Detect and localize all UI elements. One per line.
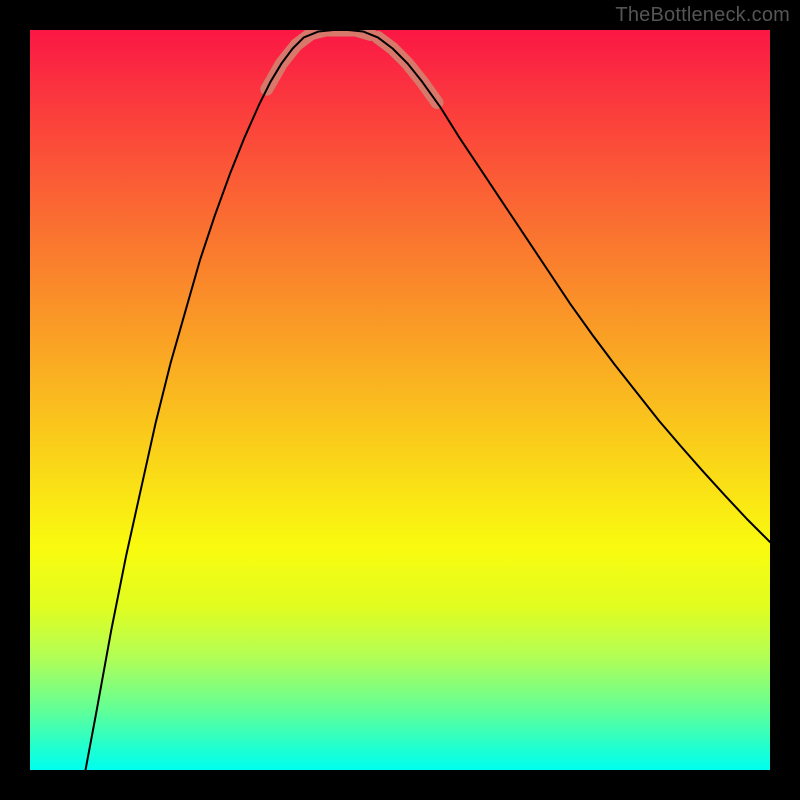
chart-svg (30, 30, 770, 770)
watermark-text: TheBottleneck.com (615, 4, 790, 27)
gradient-background (30, 30, 770, 770)
outer-frame: TheBottleneck.com (0, 0, 800, 800)
